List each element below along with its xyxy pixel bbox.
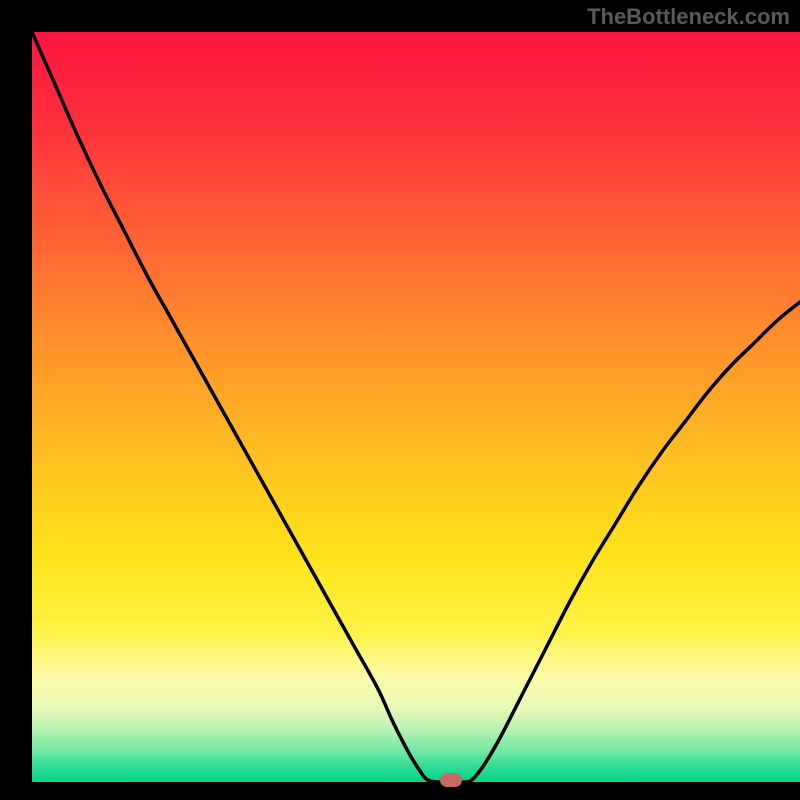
chart-curve-svg [32, 32, 800, 782]
bottleneck-chart [32, 32, 800, 782]
bottleneck-curve [32, 32, 800, 782]
watermark-text: TheBottleneck.com [587, 4, 790, 30]
optimal-point-marker [440, 773, 462, 787]
